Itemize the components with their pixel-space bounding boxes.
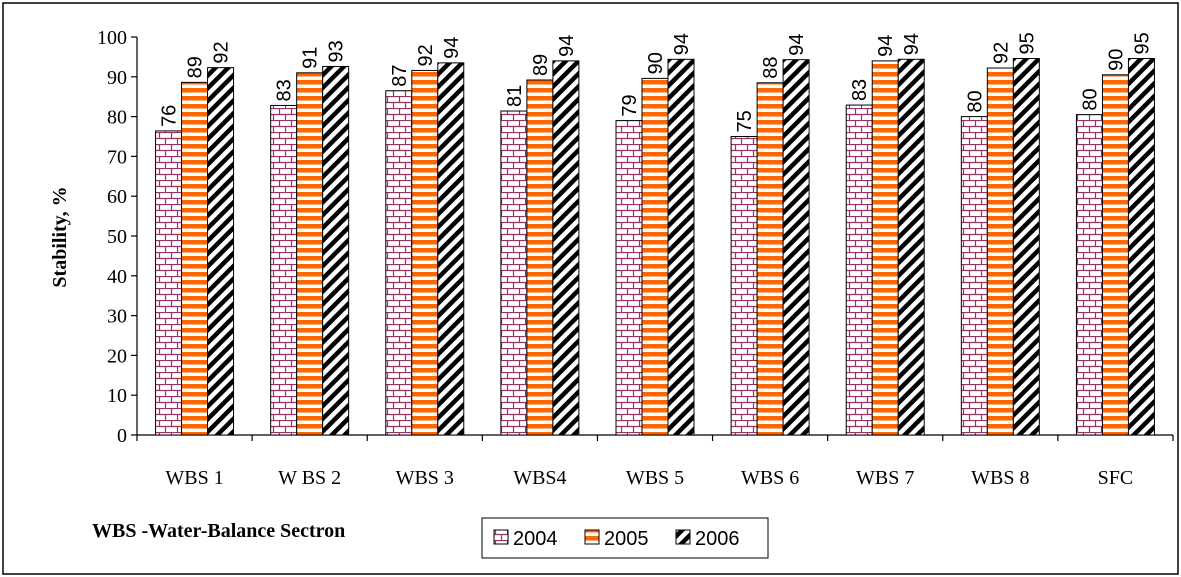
data-label: 80 <box>1079 88 1101 110</box>
bar-2005 <box>526 79 554 436</box>
bar-2006 <box>667 58 695 436</box>
data-label: 80 <box>964 90 986 112</box>
data-label: 94 <box>441 37 463 59</box>
bar-2006 <box>207 67 235 436</box>
bar-2005 <box>641 77 669 436</box>
y-tick-label: 50 <box>107 226 127 248</box>
legend-box <box>481 517 769 559</box>
y-tick-label: 80 <box>107 107 127 129</box>
x-tick-label: WBS 7 <box>856 467 914 489</box>
x-tick-label: SFC <box>1098 467 1134 489</box>
data-label: 76 <box>159 105 181 127</box>
y-tick-label: 90 <box>107 67 127 89</box>
bar-2005 <box>411 69 439 436</box>
y-tick-label: 30 <box>107 306 127 328</box>
data-label: 94 <box>671 33 693 55</box>
legend-swatch-2006 <box>675 529 691 545</box>
data-label: 90 <box>645 52 667 74</box>
abbreviation-note: WBS -Water-Balance Sectron <box>92 520 345 542</box>
data-label: 94 <box>875 35 897 57</box>
legend-label: 2006 <box>695 528 740 550</box>
data-label: 92 <box>415 44 437 66</box>
data-label: 89 <box>185 56 207 78</box>
y-tick-label: 100 <box>97 27 127 49</box>
data-label: 88 <box>760 57 782 79</box>
data-label: 75 <box>734 110 756 132</box>
y-axis-label: Stability, % <box>49 186 71 287</box>
x-tick-label: WBS 3 <box>396 467 454 489</box>
y-tick-label: 20 <box>107 345 127 367</box>
data-label: 83 <box>849 79 871 101</box>
legend: 2004 2005 2006 <box>481 517 769 559</box>
x-tick-label: WBS4 <box>513 467 566 489</box>
y-tick-label: 0 <box>117 425 127 447</box>
bar-2004 <box>960 116 988 436</box>
bar-2004 <box>155 130 183 436</box>
bar-2004 <box>1075 114 1103 436</box>
bar-2005 <box>296 72 324 436</box>
bar-2006 <box>782 59 810 436</box>
bar-2004 <box>730 136 758 436</box>
bar-2005 <box>1101 74 1129 436</box>
data-label: 95 <box>1131 32 1153 54</box>
bars <box>155 57 1155 436</box>
data-label: 81 <box>504 85 526 107</box>
y-tick-label: 40 <box>107 266 127 288</box>
data-label: 91 <box>300 47 322 69</box>
x-tick-label: WBS 6 <box>741 467 799 489</box>
bar-2006 <box>1012 57 1040 436</box>
data-label: 83 <box>274 79 296 101</box>
data-label: 90 <box>1105 49 1127 71</box>
bar-2004 <box>615 120 643 436</box>
bar-2004 <box>845 104 873 436</box>
x-tick-label: W BS 2 <box>278 467 341 489</box>
data-label: 92 <box>211 41 233 63</box>
legend-label: 2004 <box>513 528 558 550</box>
bar-2005 <box>871 60 899 436</box>
y-tick-label: 60 <box>107 186 127 208</box>
data-label: 87 <box>389 64 411 86</box>
bar-2004 <box>385 90 413 436</box>
x-tick-label: WBS 5 <box>626 467 684 489</box>
bar-2005 <box>756 82 784 436</box>
legend-swatch-2005 <box>584 529 600 545</box>
data-label: 94 <box>556 35 578 57</box>
data-label: 95 <box>1016 32 1038 54</box>
bar-2005 <box>181 81 209 436</box>
bar-2006 <box>437 62 465 436</box>
bar-2004 <box>270 104 298 436</box>
bar-2005 <box>986 67 1014 436</box>
data-label: 92 <box>990 42 1012 64</box>
bar-2006 <box>552 60 580 436</box>
data-label: 93 <box>326 40 348 62</box>
data-label: 94 <box>786 33 808 55</box>
y-tick-label: 10 <box>107 385 127 407</box>
x-tick-label: WBS 8 <box>971 467 1029 489</box>
bar-2006 <box>897 58 925 436</box>
x-tick-label: WBS 1 <box>165 467 223 489</box>
legend-swatch-2004 <box>493 529 509 545</box>
bar-2006 <box>322 65 350 436</box>
data-label: 79 <box>619 94 641 116</box>
bar-2004 <box>500 110 528 436</box>
legend-label: 2005 <box>604 528 649 550</box>
data-label: 89 <box>530 54 552 76</box>
y-tick-label: 70 <box>107 146 127 168</box>
bar-2006 <box>1127 57 1155 436</box>
data-label: 94 <box>901 33 923 55</box>
